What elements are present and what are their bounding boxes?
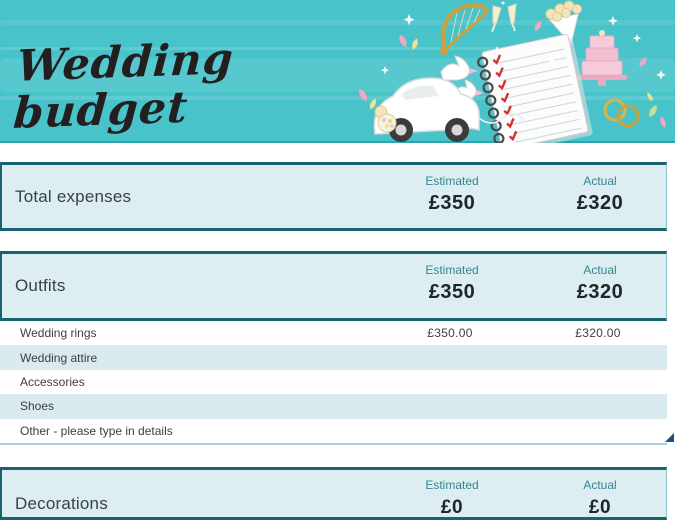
table-row: Shoes [0,394,667,419]
actual-column-header[interactable]: Actual [583,478,617,492]
harp-icon [440,2,489,55]
wedding-clipart [359,0,666,143]
section-decorations: Decorations Estimated Actual £0 £0 [0,467,667,520]
row-label-cell[interactable]: Other - please type in details [20,423,173,438]
banner-streak [0,96,675,100]
total-actual-value[interactable]: £320 [576,192,624,214]
rows-bottom-rule [0,443,667,445]
champagne-glasses-icon [491,1,517,33]
row-label-cell[interactable]: Shoes [20,399,55,414]
table-row: Other - please type in details [0,419,667,443]
estimated-column-header[interactable]: Estimated [425,263,479,277]
section-title[interactable]: Decorations [15,494,108,513]
decorations-actual-value[interactable]: £0 [588,497,612,518]
row-label-cell[interactable]: Wedding rings [20,326,97,341]
section-total-expenses: Total expenses Estimated Actual £350 £32… [0,162,667,231]
table-row: Wedding rings £350.00 £320.00 [0,321,667,345]
total-estimated-value[interactable]: £350 [428,192,476,214]
rings-icon [603,98,640,128]
table-row: Wedding attire [0,345,667,370]
outfits-rows: Wedding rings £350.00 £320.00 Wedding at… [0,321,667,443]
outfits-actual-value[interactable]: £320 [576,281,624,303]
wedding-car-icon [373,77,526,142]
banner-streak [0,20,675,25]
actual-column-header[interactable]: Actual [583,263,617,277]
droplet-icon [359,20,666,128]
checklist-notepad-icon [477,34,593,143]
header-banner: Wedding budget [0,0,675,143]
estimated-column-header[interactable]: Estimated [425,478,479,492]
table-row: Accessories [0,370,667,394]
banner-streak [0,47,520,50]
page-title: Wedding budget [11,34,236,140]
sparkle-icon [380,14,666,80]
wedding-cake-icon [577,30,627,86]
table-resize-handle-icon[interactable] [665,433,674,442]
estimated-column-header[interactable]: Estimated [425,174,479,188]
section-title[interactable]: Total expenses [15,186,132,206]
section-title[interactable]: Outfits [15,276,66,295]
section-outfits: Outfits Estimated Actual £350 £320 [0,251,667,321]
actual-column-header[interactable]: Actual [583,174,617,188]
bouquet-icon [545,0,582,46]
row-actual-cell[interactable]: £320.00 [575,326,621,341]
row-label-cell[interactable]: Wedding attire [20,350,98,365]
row-label-cell[interactable]: Accessories [20,374,85,389]
decorations-estimated-value[interactable]: £0 [440,497,464,518]
row-estimated-cell[interactable]: £350.00 [427,326,473,341]
outfits-estimated-value[interactable]: £350 [428,281,476,303]
